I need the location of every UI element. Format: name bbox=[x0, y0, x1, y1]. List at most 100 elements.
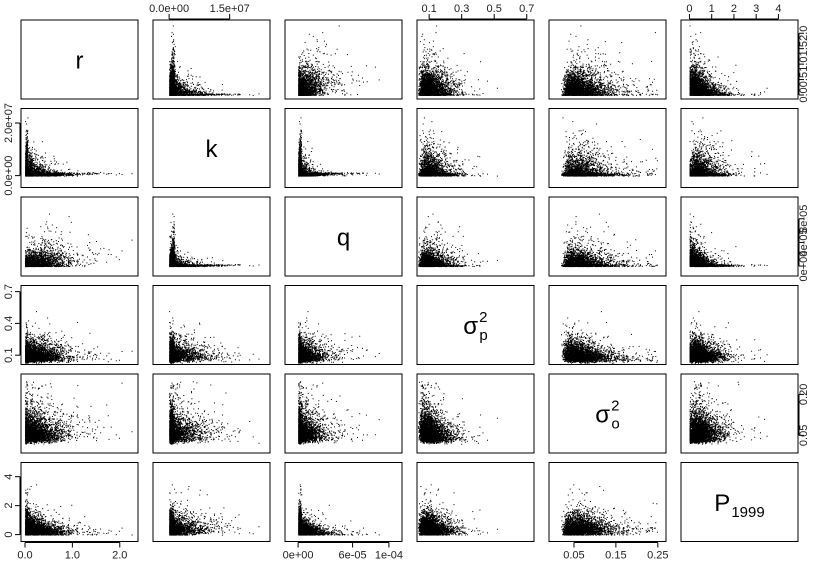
right-axis-r: 0.00.51.01.52.0 bbox=[798, 26, 810, 103]
tick-label: 4e-05 bbox=[798, 228, 810, 256]
tick-label: 0.3 bbox=[454, 3, 469, 15]
panel-r-vs-k bbox=[152, 19, 271, 100]
tick-label: 2.0 bbox=[112, 550, 127, 562]
panel-P1999-vs-sigma_o2 bbox=[548, 462, 667, 542]
tick-label: 0.7 bbox=[3, 284, 15, 299]
tick-label: 2.0e+07 bbox=[3, 103, 15, 143]
panel-q-vs-P1999 bbox=[680, 196, 799, 277]
scatter-points bbox=[418, 117, 498, 177]
tick-label: 0.05 bbox=[563, 550, 584, 562]
panel-sigma_p2-vs-sigma_p2: σ2 p bbox=[416, 285, 535, 365]
scatter-points bbox=[561, 25, 658, 96]
tick-label: 0.4 bbox=[3, 316, 15, 331]
panel-frame bbox=[680, 462, 799, 542]
tick-label: 6e-05 bbox=[339, 550, 367, 562]
tick-label: 0.0 bbox=[798, 87, 810, 102]
tick-label: 3 bbox=[753, 3, 759, 15]
panel-P1999-vs-k bbox=[152, 462, 271, 542]
bottom-axis-q: 0e+00 6e-05 1e-04 bbox=[283, 542, 403, 562]
tick-label: 2 bbox=[731, 3, 737, 15]
scatter-points bbox=[25, 381, 133, 445]
tick-label: 0e+00 bbox=[798, 251, 810, 282]
scatter-points bbox=[298, 25, 380, 96]
panel-sigma_p2-vs-sigma_o2 bbox=[548, 285, 667, 365]
tick-label: 0.0e+00 bbox=[3, 156, 15, 196]
tick-label: 0.15 bbox=[605, 550, 626, 562]
panel-sigma_p2-vs-q bbox=[284, 285, 403, 365]
panel-frame bbox=[416, 285, 535, 365]
tick-label: 0.0 bbox=[17, 550, 32, 562]
panel-frame bbox=[284, 196, 403, 277]
panel-sigma_o2-vs-sigma_p2 bbox=[416, 373, 535, 454]
left-axis-P1999: 0 2 4 bbox=[3, 474, 21, 538]
tick-label: 0.5 bbox=[798, 72, 810, 87]
tick-label: 0 bbox=[686, 3, 692, 15]
scatter-points bbox=[689, 117, 768, 177]
panel-q-vs-r bbox=[20, 196, 139, 277]
scatter-points bbox=[689, 311, 768, 364]
panel-k-vs-sigma_o2 bbox=[548, 108, 667, 188]
tick-label: 1.5 bbox=[798, 41, 810, 56]
scatter-points bbox=[418, 213, 498, 268]
panel-sigma_p2-vs-r bbox=[20, 285, 139, 365]
panel-r-vs-q bbox=[284, 19, 403, 100]
panel-sigma_o2-vs-q bbox=[284, 373, 403, 454]
tick-label: 0.25 bbox=[647, 550, 668, 562]
panel-k-vs-r bbox=[20, 108, 139, 188]
tick-label: 0.1 bbox=[421, 3, 436, 15]
tick-label: 1.0 bbox=[65, 550, 80, 562]
right-axis-sigma_o2: 0.05 0.20 bbox=[798, 384, 810, 446]
scatter-points bbox=[561, 213, 658, 268]
scatter-points bbox=[25, 311, 133, 364]
tick-label: 0.7 bbox=[519, 3, 534, 15]
scatter-points bbox=[298, 484, 380, 536]
tick-label: 1.0 bbox=[798, 56, 810, 71]
tick-label: 0 bbox=[3, 532, 15, 538]
panel-P1999-vs-r bbox=[20, 462, 139, 542]
panel-q-vs-sigma_p2 bbox=[416, 196, 535, 277]
scatter-points bbox=[298, 381, 380, 445]
top-axis-P1999: 0 1 2 3 4 bbox=[686, 3, 781, 20]
variable-label-sigma_p2: σ2 p bbox=[463, 309, 488, 344]
tick-label: 0.5 bbox=[487, 3, 502, 15]
panel-sigma_o2-vs-P1999 bbox=[680, 373, 799, 454]
scatter-points bbox=[298, 117, 380, 177]
panel-r-vs-sigma_p2 bbox=[416, 19, 535, 100]
tick-label: 0.1 bbox=[3, 348, 15, 363]
panel-P1999-vs-P1999: P1999 bbox=[680, 462, 799, 542]
panel-P1999-vs-q bbox=[284, 462, 403, 542]
panel-frame bbox=[548, 373, 667, 454]
variable-label-sigma_o2: σ2 o bbox=[595, 398, 620, 433]
scatter-points bbox=[418, 381, 498, 445]
panel-k-vs-P1999 bbox=[680, 108, 799, 188]
panel-sigma_p2-vs-P1999 bbox=[680, 285, 799, 365]
scatter-points bbox=[25, 117, 133, 177]
scatter-points bbox=[689, 25, 768, 96]
scatter-points bbox=[298, 311, 380, 364]
tick-label: 2.0 bbox=[798, 26, 810, 41]
scatter-points bbox=[169, 381, 260, 445]
tick-label: 1 bbox=[709, 3, 715, 15]
panel-q-vs-sigma_o2 bbox=[548, 196, 667, 277]
tick-label: 0e+00 bbox=[283, 550, 314, 562]
tick-label: 8e-05 bbox=[798, 205, 810, 233]
panel-q-vs-k bbox=[152, 196, 271, 277]
scatter-points bbox=[169, 213, 260, 268]
scatter-points bbox=[169, 311, 260, 364]
scatter-points bbox=[689, 213, 768, 268]
panel-k-vs-sigma_p2 bbox=[416, 108, 535, 188]
bottom-axis-r: 0.0 1.0 2.0 bbox=[17, 542, 127, 562]
scatter-points bbox=[169, 25, 260, 96]
left-axis-sigma_p2: 0.1 0.4 0.7 bbox=[3, 284, 21, 363]
tick-label: 4 bbox=[3, 474, 15, 480]
variable-label-P1999: P1999 bbox=[714, 490, 764, 521]
tick-label: 0.0e+00 bbox=[149, 3, 189, 15]
tick-label: 1.5e+07 bbox=[210, 3, 250, 15]
scatter-points bbox=[169, 484, 260, 536]
panel-P1999-vs-sigma_p2 bbox=[416, 462, 535, 542]
tick-label: 0.05 bbox=[798, 425, 810, 446]
panel-k-vs-q bbox=[284, 108, 403, 188]
variable-label-q: q bbox=[337, 225, 350, 252]
